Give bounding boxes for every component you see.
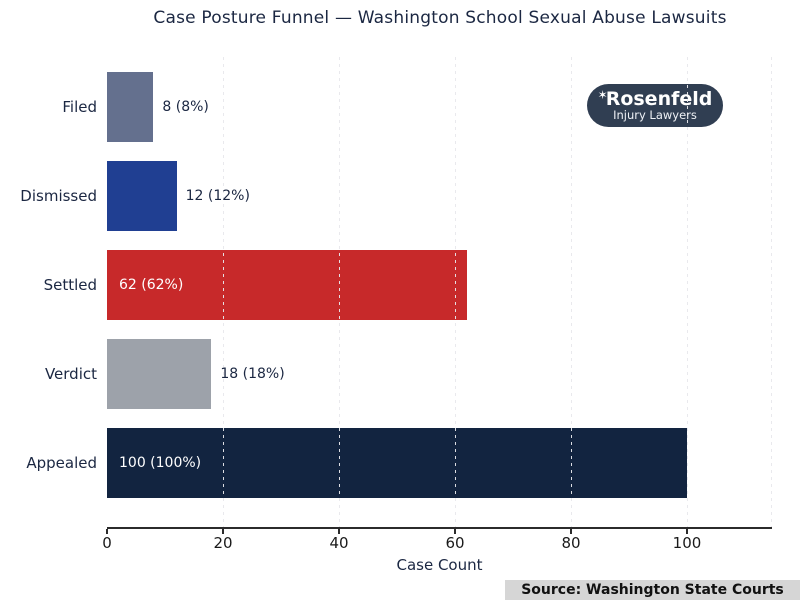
x-tick-label-60: 60 (445, 534, 465, 552)
x-tick-label-100: 100 (672, 534, 702, 552)
bar-appealed (107, 428, 687, 498)
category-label-appealed: Appealed (26, 454, 97, 472)
x-axis-label: Case Count (396, 556, 483, 574)
bar-settled (107, 250, 467, 320)
logo-wordmark: ✶ Rosenfeld (598, 87, 713, 110)
category-label-dismissed: Dismissed (20, 187, 97, 205)
rosenfeld-logo: ✶ Rosenfeld Injury Lawyers (587, 84, 723, 127)
gridline (687, 57, 688, 528)
value-label-settled: 62 (62%) (119, 277, 184, 293)
x-tick-40 (338, 529, 340, 534)
star-icon: ✶ (597, 87, 608, 102)
x-tick-100 (686, 529, 688, 534)
gridline (455, 57, 456, 528)
x-tick-20 (222, 529, 224, 534)
value-label-verdict: 18 (18%) (220, 366, 285, 382)
gridline (223, 57, 224, 528)
category-label-filed: Filed (62, 98, 97, 116)
bar-verdict (107, 339, 212, 409)
logo-tagline: Injury Lawyers (613, 107, 697, 122)
x-tick-label-20: 20 (213, 534, 233, 552)
value-label-dismissed: 12 (12%) (185, 188, 250, 204)
logo-name: Rosenfeld (605, 87, 713, 110)
category-label-verdict: Verdict (44, 365, 97, 383)
x-tick-0 (106, 529, 108, 534)
chart-title: Case Posture Funnel — Washington School … (153, 8, 727, 28)
gridline (571, 57, 572, 528)
bar-dismissed (107, 161, 177, 231)
category-label-settled: Settled (43, 276, 97, 294)
gridline (771, 57, 772, 528)
value-label-appealed: 100 (100%) (119, 455, 202, 471)
x-tick-label-0: 0 (102, 534, 112, 552)
bar-filed (107, 72, 154, 142)
x-tick-label-80: 80 (561, 534, 581, 552)
x-axis-line (107, 527, 772, 529)
gridline (339, 57, 340, 528)
value-label-filed: 8 (8%) (162, 99, 209, 115)
x-tick-60 (454, 529, 456, 534)
x-tick-80 (570, 529, 572, 534)
x-tick-label-40: 40 (329, 534, 349, 552)
source-note: Source: Washington State Courts (505, 580, 800, 600)
